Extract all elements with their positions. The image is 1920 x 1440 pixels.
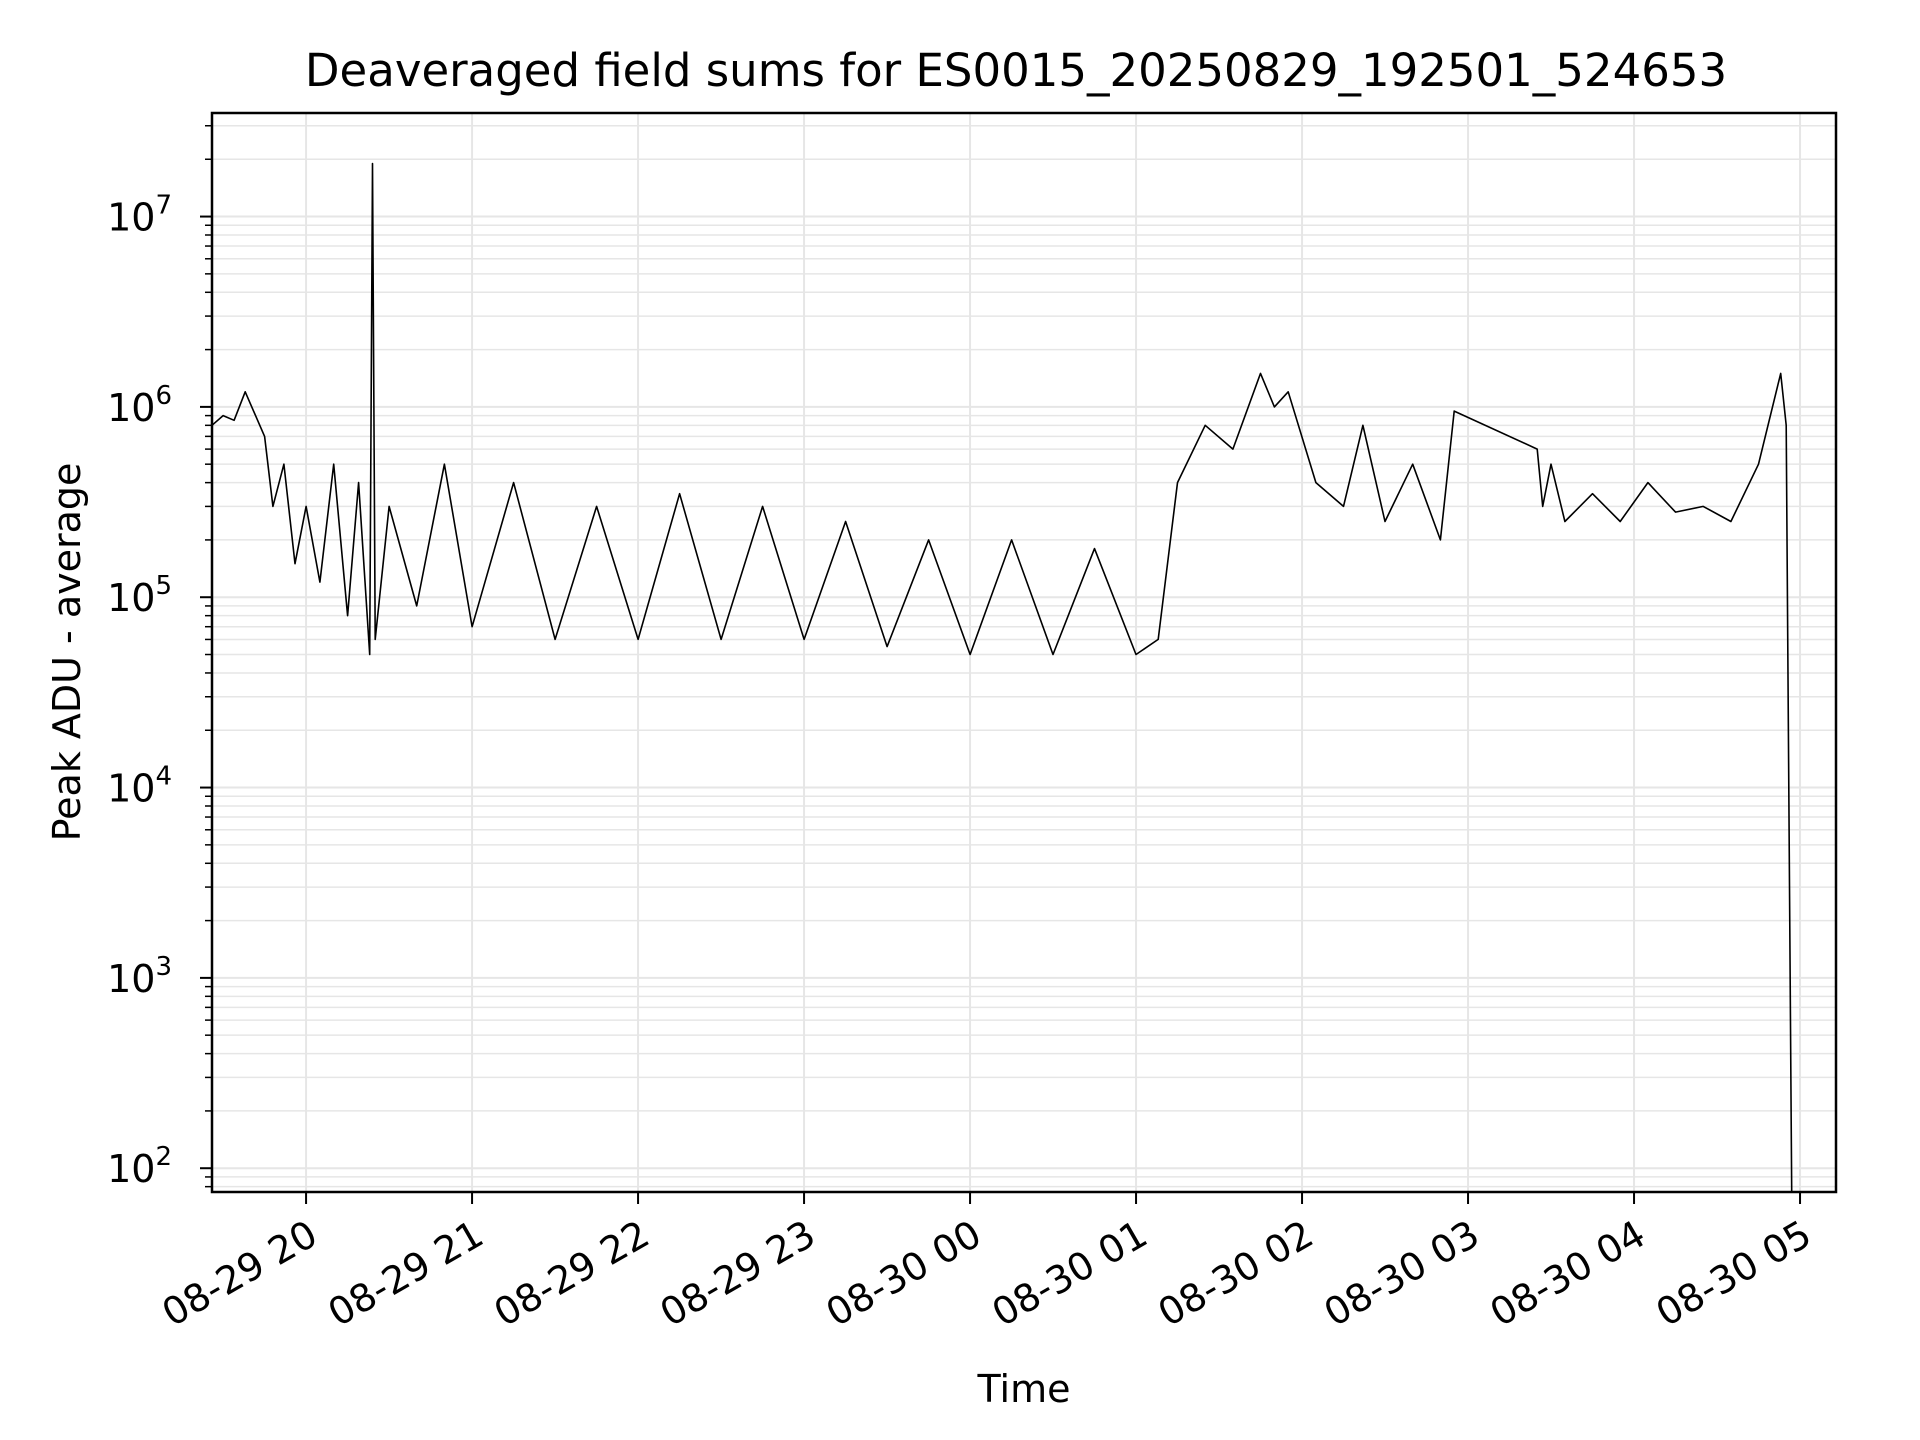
grid <box>212 113 1836 1192</box>
y-axis: 102 103 104 105 106 107 <box>107 124 212 1191</box>
y-tick-label: 106 <box>107 381 172 430</box>
x-tick-label: 08-30 02 <box>1151 1212 1321 1336</box>
plot-frame <box>210 111 1838 1194</box>
y-tick-label: 105 <box>107 571 172 620</box>
y-tick-label: 102 <box>107 1142 172 1191</box>
series-line <box>211 162 1793 1193</box>
y-tick-label: 104 <box>107 762 172 811</box>
x-tick-label: 08-30 01 <box>985 1212 1155 1336</box>
x-axis-label: Time <box>977 1367 1071 1411</box>
x-tick-label: 08-30 00 <box>819 1212 989 1336</box>
y-tick-label: 103 <box>107 952 172 1001</box>
x-tick-label: 08-30 03 <box>1317 1212 1487 1336</box>
x-tick-label: 08-29 20 <box>155 1212 325 1336</box>
x-tick-label: 08-29 21 <box>321 1212 491 1336</box>
x-tick-label: 08-29 23 <box>653 1212 823 1336</box>
x-tick-label: 08-30 05 <box>1649 1212 1819 1336</box>
x-tick-label: 08-30 04 <box>1483 1212 1653 1336</box>
chart-title: Deaveraged field sums for ES0015_2025082… <box>305 44 1727 97</box>
series-group <box>211 162 1793 1193</box>
y-axis-label: Peak ADU - average <box>45 463 89 842</box>
x-tick-label: 08-29 22 <box>487 1212 657 1336</box>
y-tick-label: 107 <box>107 191 172 240</box>
